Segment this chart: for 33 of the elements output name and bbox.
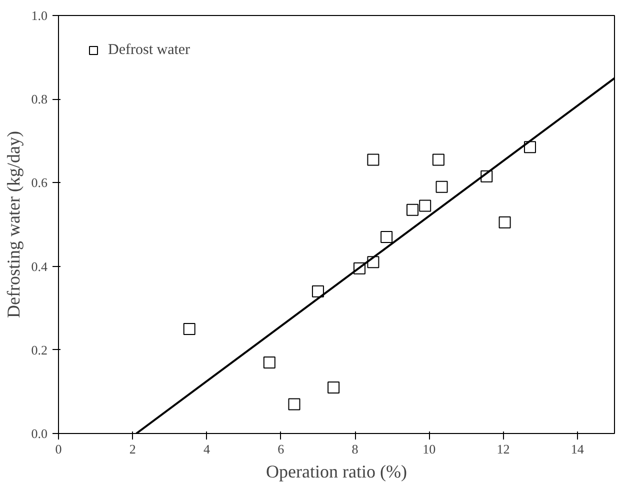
point [432,154,444,166]
x-tick-label: 10 [422,442,436,456]
y-tick-label: 0.8 [31,92,48,107]
point [367,154,380,166]
point [380,231,393,244]
y-tick-label: 0.4 [31,258,48,274]
point [353,262,366,274]
point [406,204,418,216]
point [263,356,276,368]
y-tick-label: 0.6 [31,175,48,190]
point [419,200,432,212]
legend-label: Defrost water [108,42,190,58]
x-tick-label: 6 [278,442,285,456]
x-axis-title: Operation ratio (%) [266,462,407,482]
x-tick-label: 0 [55,442,62,456]
x-tick-label: 2 [129,442,136,456]
point [436,180,448,193]
y-tick-label: 0.0 [31,426,48,441]
x-tick-label: 4 [204,442,211,456]
point [328,382,340,394]
point [312,285,324,298]
y-axis-title: Defrosting water (kg/day) [3,131,24,318]
x-tick-label: 14 [570,442,584,456]
x-tick-label: 12 [496,442,510,456]
point [480,170,493,182]
point [288,398,300,410]
point [498,216,511,228]
point [183,323,196,335]
point [524,141,536,154]
y-tick-label: 0.2 [31,342,48,358]
x-tick-label: 8 [352,442,358,456]
y-tick-label: 1.0 [31,8,48,23]
point [367,256,380,268]
